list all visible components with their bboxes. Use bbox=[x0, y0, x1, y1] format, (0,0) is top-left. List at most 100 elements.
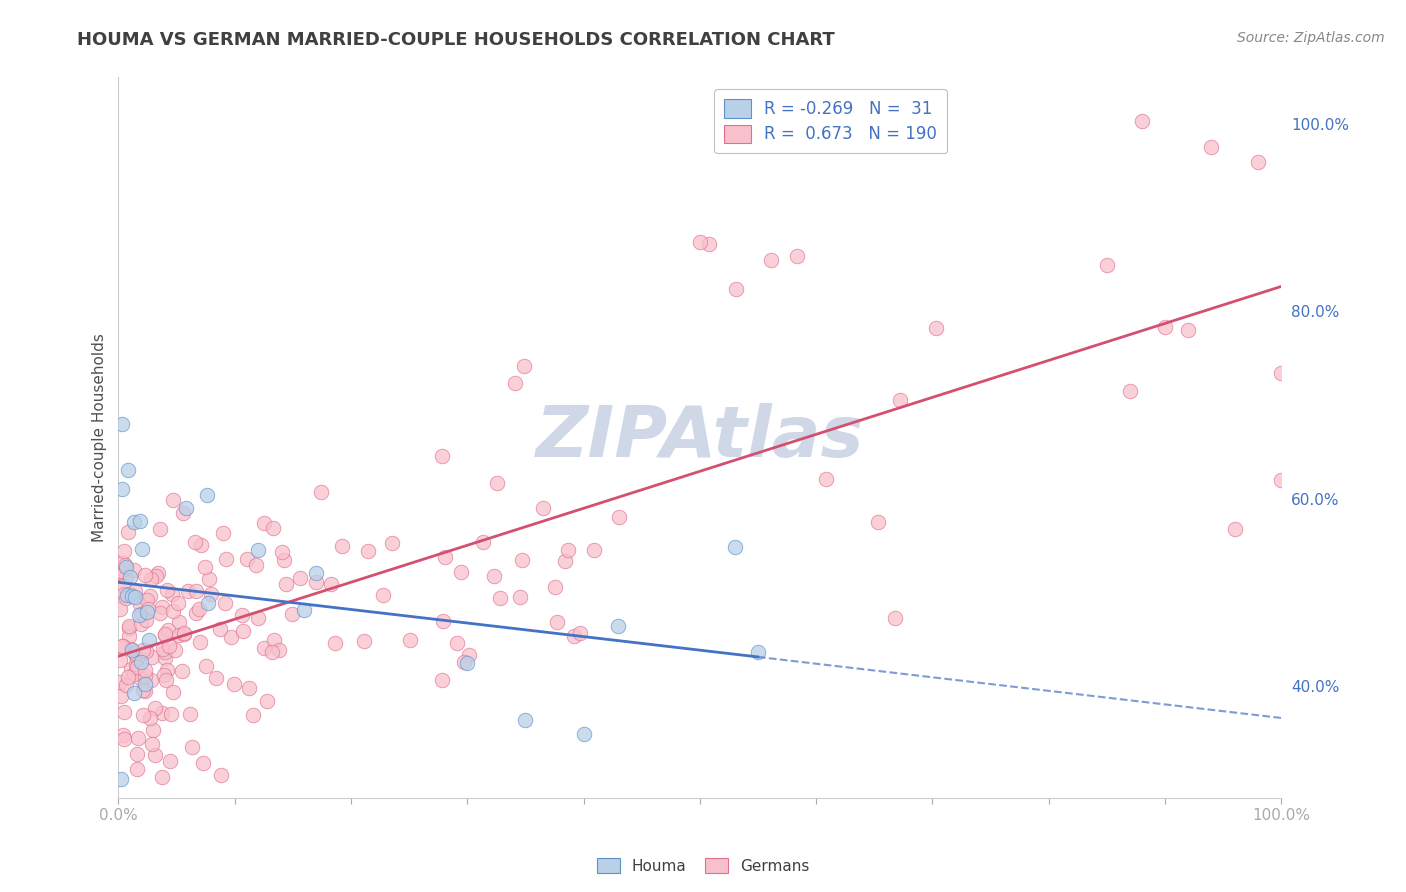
Point bbox=[145, 568, 167, 582]
Point bbox=[125, 747, 148, 762]
Point bbox=[157, 639, 180, 653]
Point bbox=[697, 236, 720, 251]
Point bbox=[453, 655, 475, 669]
Point bbox=[253, 516, 276, 530]
Point bbox=[253, 641, 276, 656]
Point bbox=[1201, 140, 1223, 154]
Point bbox=[432, 673, 454, 688]
Point bbox=[120, 662, 142, 676]
Point bbox=[484, 569, 506, 583]
Point bbox=[141, 572, 163, 586]
Point bbox=[174, 500, 197, 515]
Point bbox=[167, 615, 190, 630]
Point bbox=[111, 728, 134, 742]
Point bbox=[489, 591, 512, 605]
Point bbox=[186, 607, 208, 621]
Point bbox=[146, 566, 169, 580]
Point bbox=[118, 621, 141, 635]
Point bbox=[118, 629, 141, 643]
Point bbox=[114, 559, 136, 574]
Point bbox=[129, 617, 152, 632]
Point bbox=[173, 627, 195, 641]
Point bbox=[190, 539, 212, 553]
Point bbox=[108, 653, 131, 667]
Point bbox=[868, 516, 890, 530]
Point bbox=[1270, 474, 1292, 488]
Point bbox=[117, 670, 139, 684]
Point bbox=[188, 635, 211, 649]
Point bbox=[458, 648, 481, 662]
Point bbox=[925, 320, 948, 334]
Point bbox=[236, 552, 259, 566]
Point bbox=[172, 506, 194, 520]
Point bbox=[134, 676, 156, 690]
Point bbox=[381, 535, 404, 549]
Point bbox=[1153, 320, 1175, 334]
Point bbox=[111, 639, 134, 653]
Point bbox=[607, 509, 630, 524]
Point bbox=[689, 235, 711, 250]
Point bbox=[110, 690, 132, 704]
Point bbox=[582, 543, 605, 558]
Point bbox=[169, 628, 191, 642]
Point bbox=[141, 650, 163, 665]
Point bbox=[186, 583, 208, 598]
Point bbox=[180, 740, 202, 755]
Point bbox=[127, 731, 149, 746]
Point bbox=[124, 563, 146, 577]
Point bbox=[456, 656, 478, 670]
Point bbox=[125, 762, 148, 776]
Point bbox=[162, 604, 184, 618]
Point bbox=[215, 552, 238, 566]
Point bbox=[262, 521, 284, 535]
Point bbox=[786, 249, 808, 263]
Point bbox=[231, 608, 253, 623]
Point bbox=[205, 672, 228, 686]
Point bbox=[135, 643, 157, 657]
Point bbox=[156, 582, 179, 597]
Point bbox=[150, 770, 173, 784]
Point bbox=[357, 544, 380, 558]
Point bbox=[398, 632, 420, 647]
Point bbox=[114, 678, 136, 692]
Point bbox=[1119, 384, 1142, 398]
Point bbox=[142, 723, 165, 737]
Point bbox=[323, 636, 346, 650]
Point bbox=[1270, 366, 1292, 380]
Point bbox=[111, 556, 134, 570]
Point bbox=[122, 515, 145, 529]
Point bbox=[138, 711, 160, 725]
Point bbox=[544, 580, 567, 594]
Point bbox=[572, 726, 595, 740]
Point bbox=[179, 706, 201, 721]
Legend: Houma, Germans: Houma, Germans bbox=[591, 852, 815, 880]
Point bbox=[554, 554, 576, 568]
Point bbox=[274, 576, 297, 591]
Point bbox=[191, 756, 214, 771]
Point bbox=[112, 706, 135, 720]
Point bbox=[247, 610, 270, 624]
Point bbox=[157, 624, 180, 638]
Point bbox=[209, 622, 232, 636]
Point bbox=[211, 525, 233, 540]
Point bbox=[184, 535, 207, 549]
Point bbox=[319, 577, 342, 591]
Point bbox=[124, 584, 146, 599]
Point bbox=[512, 359, 534, 374]
Point bbox=[305, 575, 328, 590]
Point bbox=[546, 615, 568, 629]
Point bbox=[135, 613, 157, 627]
Point bbox=[485, 476, 508, 491]
Point bbox=[115, 568, 138, 582]
Legend: R = -0.269   N =  31, R =  0.673   N = 190: R = -0.269 N = 31, R = 0.673 N = 190 bbox=[714, 89, 948, 153]
Point bbox=[138, 589, 160, 603]
Point bbox=[131, 542, 153, 557]
Point bbox=[115, 591, 138, 606]
Point bbox=[153, 651, 176, 665]
Point bbox=[515, 714, 537, 728]
Point bbox=[108, 602, 131, 616]
Point bbox=[127, 651, 149, 665]
Point bbox=[814, 471, 837, 485]
Point bbox=[222, 676, 245, 690]
Point bbox=[889, 392, 911, 407]
